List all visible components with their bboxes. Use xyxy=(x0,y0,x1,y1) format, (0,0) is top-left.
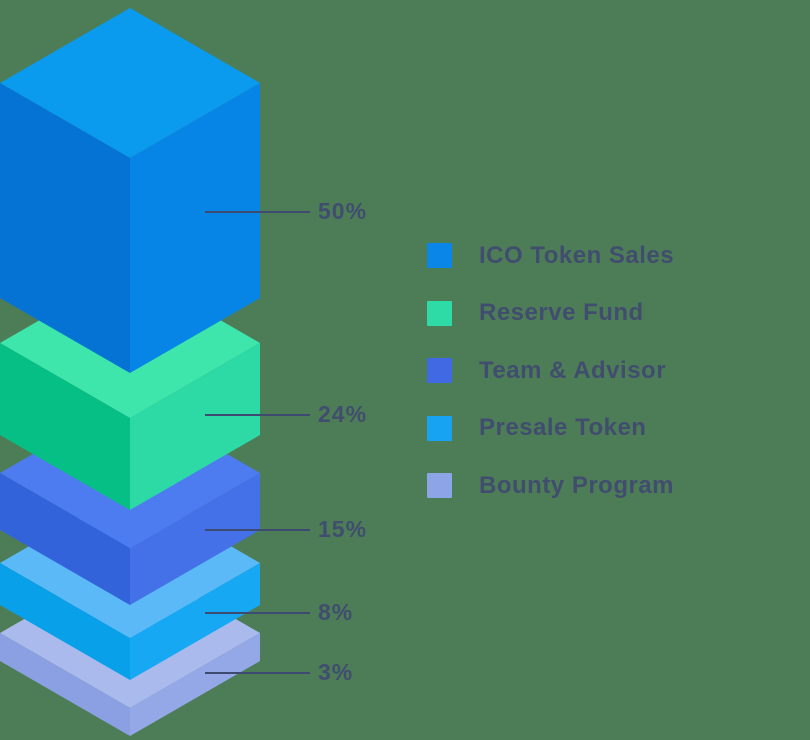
legend-swatch-reserve-fund xyxy=(427,300,452,326)
legend-item-team-advisor: Team & Advisor xyxy=(427,356,674,384)
percent-label-reserve-fund: 24% xyxy=(318,401,368,427)
legend-item-bounty-program: Bounty Program xyxy=(427,471,675,499)
legend-item-presale-token: Presale Token xyxy=(427,414,674,441)
percent-label-team-advisor: 15% xyxy=(318,516,368,542)
legend-label-bounty-program: Bounty Program xyxy=(479,471,675,499)
legend-item-ico-token-sales: ICO Token Sales xyxy=(427,241,675,269)
legend-swatch-presale-token xyxy=(427,415,452,441)
percent-label-presale-token: 8% xyxy=(318,599,354,625)
legend-swatch-bounty-program xyxy=(427,473,452,498)
legend-item-reserve-fund: Reserve Fund xyxy=(427,299,674,326)
legend-label-presale-token: Presale Token xyxy=(479,414,647,441)
legend: ICO Token Sales Reserve Fund Team & Advi… xyxy=(427,241,675,531)
legend-label-ico-token-sales: ICO Token Sales xyxy=(479,241,675,269)
legend-swatch-ico-token-sales xyxy=(427,243,452,268)
legend-label-team-advisor: Team & Advisor xyxy=(479,356,667,384)
legend-label-reserve-fund: Reserve Fund xyxy=(479,299,644,326)
legend-swatch-team-advisor xyxy=(427,358,452,383)
percent-label-ico-token-sales: 50% xyxy=(318,198,368,224)
percent-label-bounty-program: 3% xyxy=(318,659,354,685)
